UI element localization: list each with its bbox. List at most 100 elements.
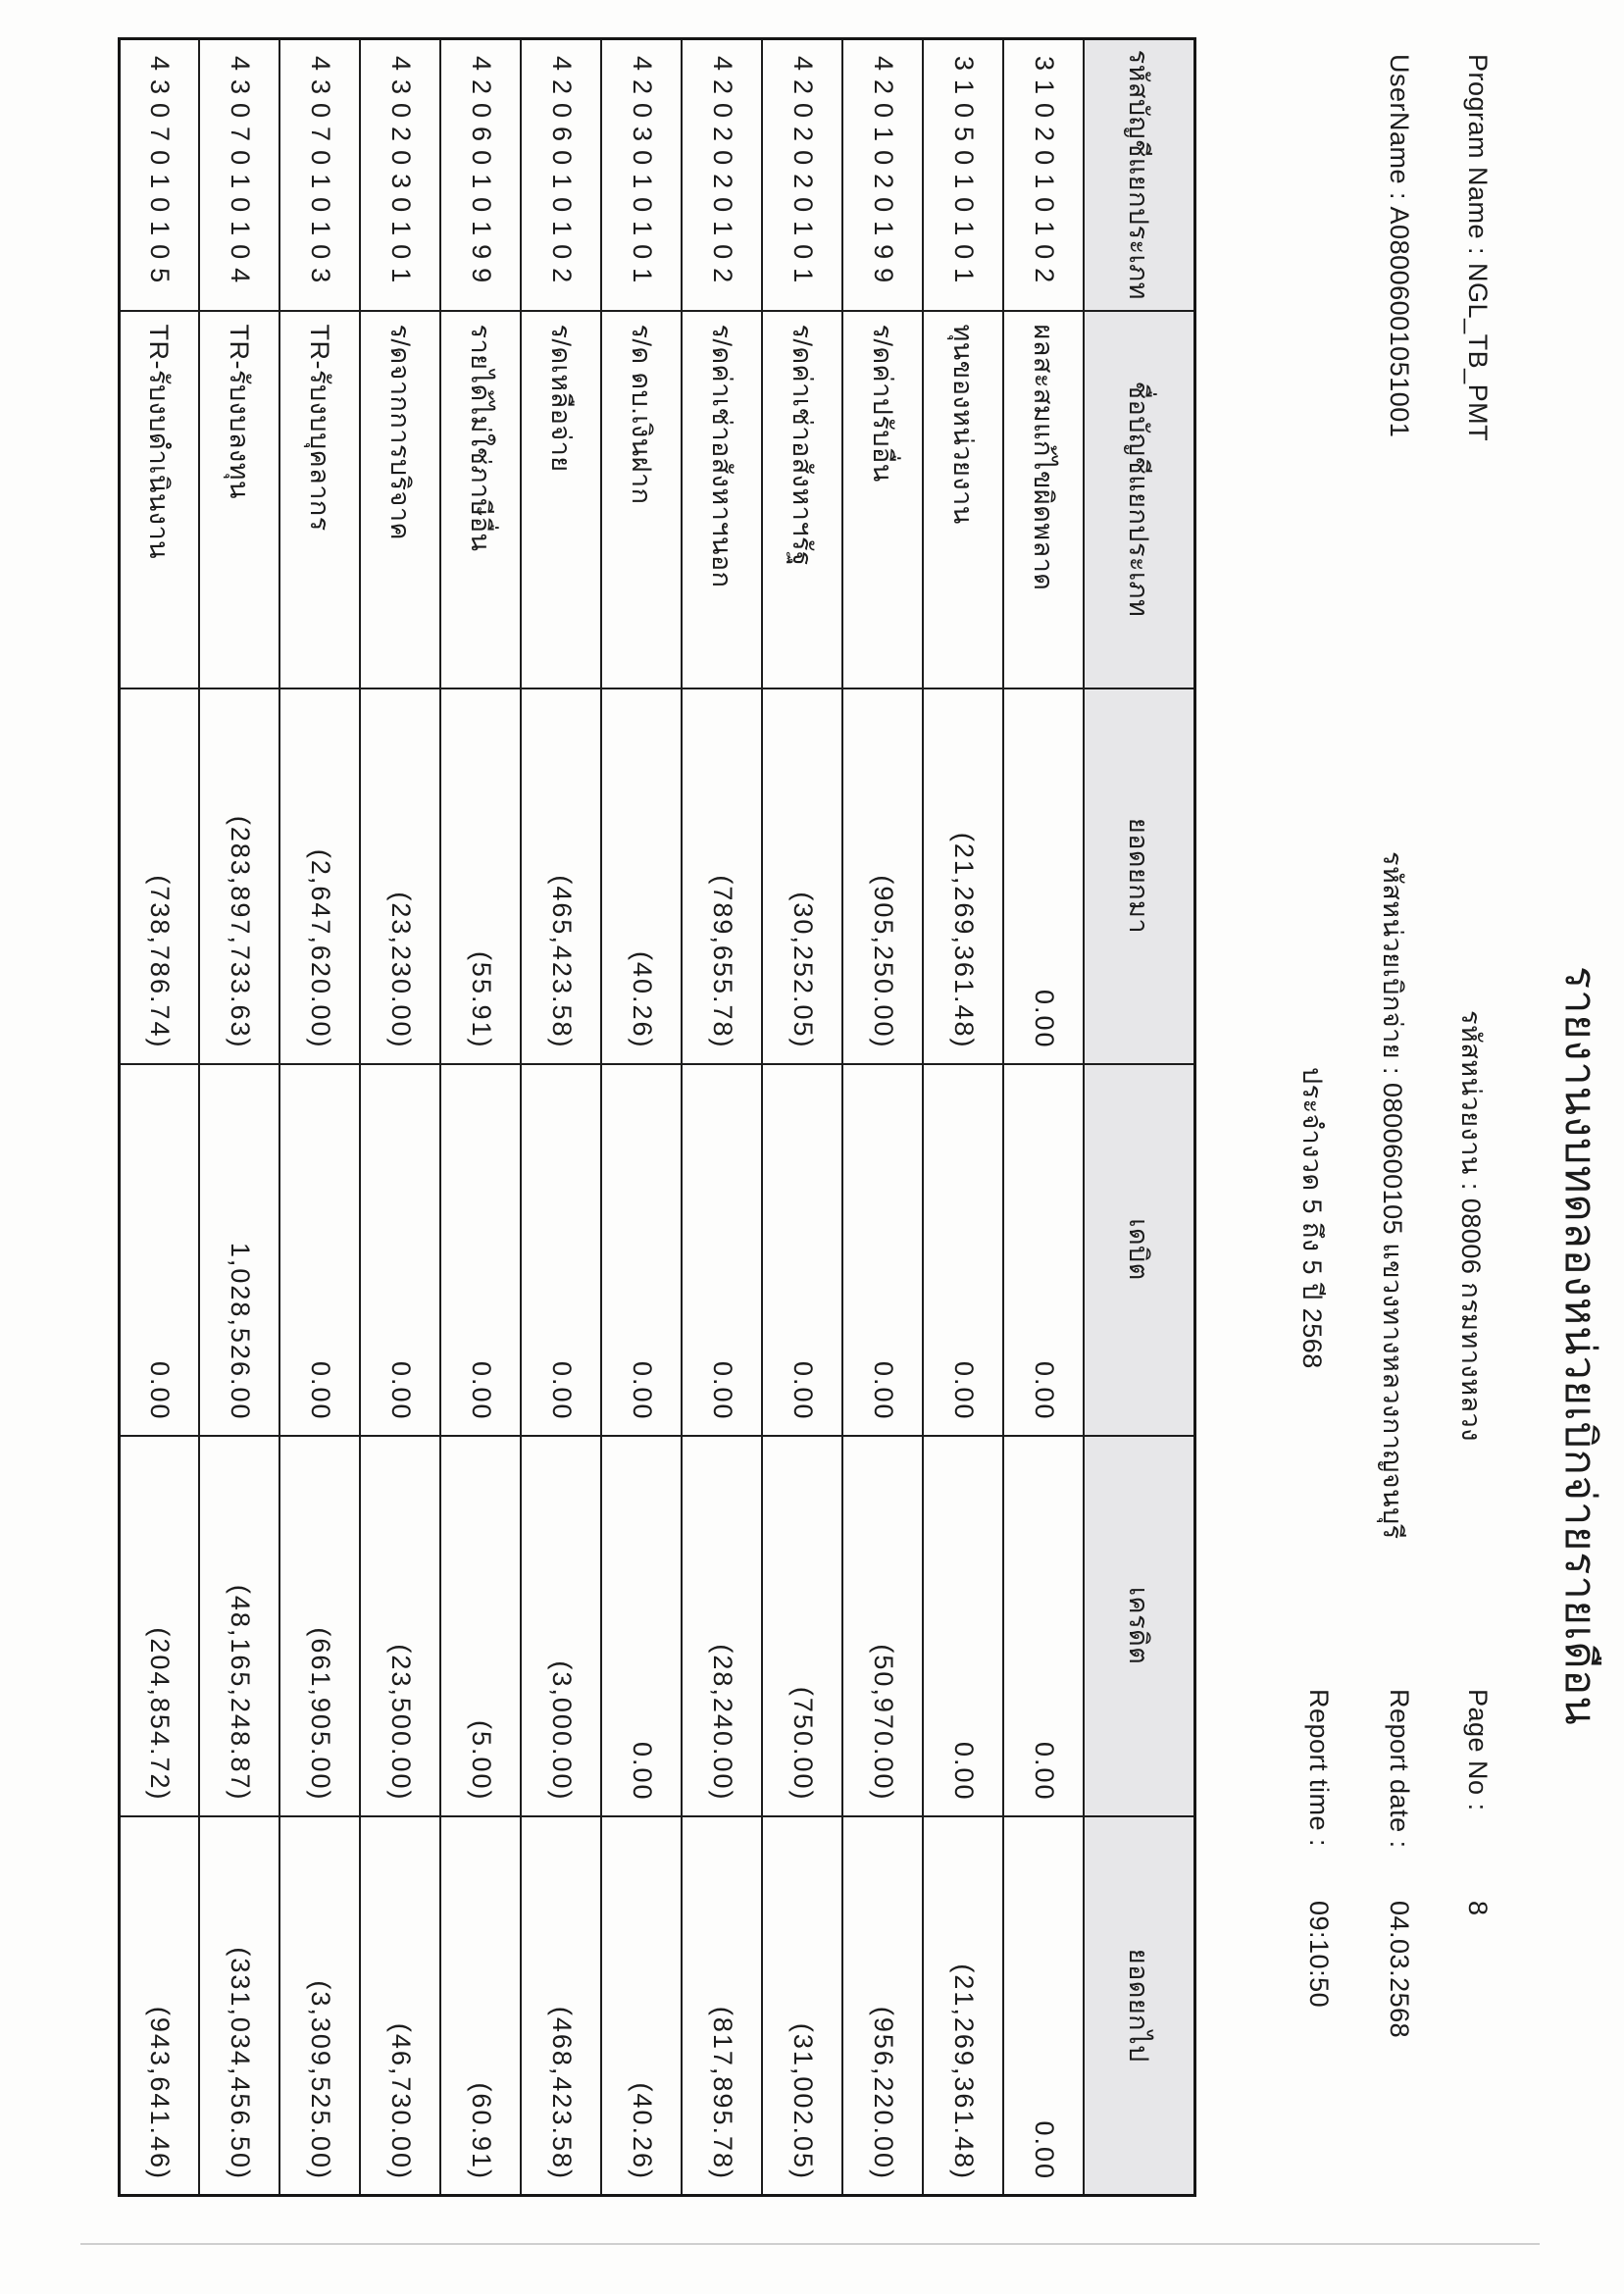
cell-gl-code: 4307010105 (119, 38, 200, 311)
cell-account-name: ร/ดค่าปรับอื่น (842, 310, 924, 688)
cell-balance-brought-forward: (21,269,361.48) (923, 688, 1004, 1064)
cell-balance-brought-forward: (55.91) (440, 688, 522, 1064)
cell-balance-carried-forward: (60.91) (440, 1815, 522, 2196)
cell-balance-brought-forward: (465,423.58) (521, 688, 602, 1064)
table-row: 3102010102 ผลสะสมแก้ไขผิดพลาด 0.00 0.00 … (1003, 38, 1085, 2196)
cell-account-name: ร/ดเหลือจ่าย (521, 310, 602, 688)
cell-balance-carried-forward: (31,002.05) (762, 1815, 843, 2196)
cell-credit: (3,000.00) (521, 1435, 602, 1816)
cell-debit: 1,028,526.00 (199, 1063, 280, 1436)
cell-balance-brought-forward: (789,655.78) (682, 688, 763, 1064)
cell-balance-brought-forward: (738,786.74) (119, 688, 200, 1064)
cell-balance-brought-forward: 0.00 (1003, 688, 1085, 1064)
column-header-balance-brought-forward: ยอดยกมา (1084, 688, 1195, 1064)
cell-debit: 0.00 (1003, 1063, 1085, 1436)
table-row: 3105010101 ทุนของหน่วยงาน (21,269,361.48… (923, 38, 1004, 2196)
page-no-value: 8 (1463, 1901, 1493, 1916)
table-row: 4201020199 ร/ดค่าปรับอื่น (905,250.00) 0… (842, 38, 924, 2196)
cell-debit: 0.00 (521, 1063, 602, 1436)
table-header-row: รหัสบัญชีแยกประเภท ชื่อบัญชีแยกประเภท ยอ… (1084, 38, 1195, 2196)
column-header-credit: เครดิต (1084, 1435, 1195, 1816)
column-header-gl-code: รหัสบัญชีแยกประเภท (1084, 38, 1195, 311)
cell-balance-carried-forward: (956,220.00) (842, 1815, 924, 2196)
program-name: Program Name : NGL_TB_PMT (1463, 54, 1493, 442)
cell-balance-carried-forward: (468,423.58) (521, 1815, 602, 2196)
report-date-label: Report date : (1385, 1689, 1414, 1849)
agency-code: รหัสหน่วยงาน : 08006 กรมทางหลวง (1456, 1010, 1486, 1442)
cell-credit: (750.00) (762, 1435, 843, 1816)
table-row: 4307010105 TR-รับงบดำเนินงาน (738,786.74… (119, 38, 200, 2196)
cell-balance-brought-forward: (40.26) (601, 688, 683, 1064)
report-title: รายงานงบทดลองหน่วยเบิกจ่ายรายเดือน (1556, 966, 1603, 1726)
cell-balance-carried-forward: (40.26) (601, 1815, 683, 2196)
cell-account-name: ร/ดค่าเช่าอสังหาฯรัฐ (762, 310, 843, 688)
table-row: 4307010104 TR-รับงบลงทุน (283,897,733.63… (199, 38, 280, 2196)
cell-debit: 0.00 (923, 1063, 1004, 1436)
disbursement-unit-code: รหัสหน่วยเบิกจ่าย : 0800600105 แขวงทางหล… (1378, 851, 1407, 1540)
cell-credit: 0.00 (1003, 1435, 1085, 1816)
cell-credit: (23,500.00) (360, 1435, 441, 1816)
cell-credit: 0.00 (923, 1435, 1004, 1816)
cell-balance-carried-forward: (331,034,456.50) (199, 1815, 280, 2196)
cell-debit: 0.00 (682, 1063, 763, 1436)
cell-balance-brought-forward: (283,897,733.63) (199, 688, 280, 1064)
table-row: 4202020101 ร/ดค่าเช่าอสังหาฯรัฐ (30,252.… (762, 38, 843, 2196)
cell-gl-code: 4201020199 (842, 38, 924, 311)
cell-debit: 0.00 (762, 1063, 843, 1436)
cell-balance-carried-forward: (817,895.78) (682, 1815, 763, 2196)
user-name: UserName : A08006001051001 (1385, 54, 1414, 438)
cell-credit: (5.00) (440, 1435, 522, 1816)
column-header-balance-carried-forward: ยอดยกไป (1084, 1815, 1195, 2196)
cell-debit: 0.00 (119, 1063, 200, 1436)
table-row: 4202020102 ร/ดค่าเช่าอสังหาฯนอก (789,655… (682, 38, 763, 2196)
cell-balance-carried-forward: (3,309,525.00) (279, 1815, 361, 2196)
cell-gl-code: 4206010199 (440, 38, 522, 311)
cell-gl-code: 4202020102 (682, 38, 763, 311)
cell-balance-carried-forward: (46,730.00) (360, 1815, 441, 2196)
scan-edge-artifact-line (80, 2243, 1540, 2245)
cell-account-name: ผลสะสมแก้ไขผิดพลาด (1003, 310, 1085, 688)
cell-balance-carried-forward: 0.00 (1003, 1815, 1085, 2196)
table-row: 4203010101 ร/ด ดบ.เงินฝาก (40.26) 0.00 0… (601, 38, 683, 2196)
cell-gl-code: 3102010102 (1003, 38, 1085, 311)
cell-balance-carried-forward: (943,641.46) (119, 1815, 200, 2196)
cell-gl-code: 4307010104 (199, 38, 280, 311)
table-row: 4302030101 ร/ดจากการบริจาค (23,230.00) 0… (360, 38, 441, 2196)
cell-gl-code: 4202020101 (762, 38, 843, 311)
table-row: 4206010199 รายได้ไม่ใช่ภาษีอื่น (55.91) … (440, 38, 522, 2196)
cell-balance-brought-forward: (2,647,620.00) (279, 688, 361, 1064)
column-header-account-name: ชื่อบัญชีแยกประเภท (1084, 310, 1195, 688)
table-body: 3102010102 ผลสะสมแก้ไขผิดพลาด 0.00 0.00 … (119, 38, 1085, 2196)
cell-balance-brought-forward: (905,250.00) (842, 688, 924, 1064)
page-no-label: Page No : (1463, 1689, 1493, 1811)
cell-credit: (661,905.00) (279, 1435, 361, 1816)
cell-debit: 0.00 (842, 1063, 924, 1436)
cell-credit: 0.00 (601, 1435, 683, 1816)
cell-gl-code: 3105010101 (923, 38, 1004, 311)
cell-balance-brought-forward: (23,230.00) (360, 688, 441, 1064)
cell-account-name: รายได้ไม่ใช่ภาษีอื่น (440, 310, 522, 688)
cell-gl-code: 4206010102 (521, 38, 602, 311)
report-date-value: 04.03.2568 (1385, 1901, 1414, 2039)
cell-credit: (204,854.72) (119, 1435, 200, 1816)
cell-debit: 0.00 (601, 1063, 683, 1436)
cell-balance-brought-forward: (30,252.05) (762, 688, 843, 1064)
report-time-value: 09:10:50 (1304, 1901, 1334, 2009)
cell-account-name: TR-รับงบลงทุน (199, 310, 280, 688)
cell-debit: 0.00 (279, 1063, 361, 1436)
cell-debit: 0.00 (360, 1063, 441, 1436)
cell-account-name: ร/ด ดบ.เงินฝาก (601, 310, 683, 688)
report-time-label: Report time : (1304, 1689, 1334, 1848)
cell-credit: (28,240.00) (682, 1435, 763, 1816)
column-header-debit: เดบิต (1084, 1063, 1195, 1436)
cell-account-name: ร/ดจากการบริจาค (360, 310, 441, 688)
cell-account-name: TR-รับงบดำเนินงาน (119, 310, 200, 688)
cell-account-name: TR-รับงบบุคลากร (279, 310, 361, 688)
cell-gl-code: 4203010101 (601, 38, 683, 311)
cell-balance-carried-forward: (21,269,361.48) (923, 1815, 1004, 2196)
table-row: 4206010102 ร/ดเหลือจ่าย (465,423.58) 0.0… (521, 38, 602, 2196)
cell-gl-code: 4307010103 (279, 38, 361, 311)
cell-credit: (50,970.00) (842, 1435, 924, 1816)
cell-gl-code: 4302030101 (360, 38, 441, 311)
